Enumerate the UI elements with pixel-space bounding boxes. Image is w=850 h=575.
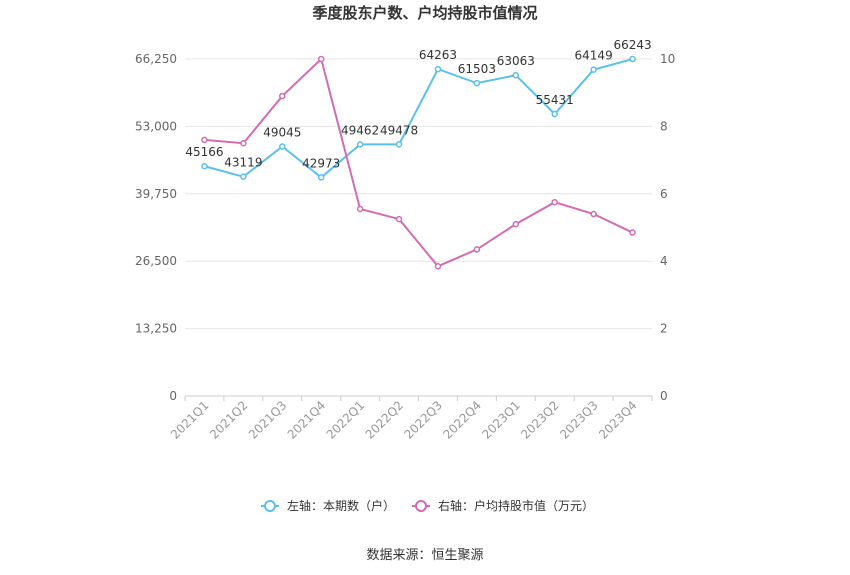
data-label: 43119 [224, 156, 262, 170]
x-tick-label: 2021Q1 [168, 398, 212, 442]
data-label: 64149 [575, 49, 613, 63]
data-point [356, 141, 364, 148]
data-point [434, 263, 442, 270]
x-tick-label: 2021Q3 [246, 398, 290, 442]
data-point [201, 162, 208, 170]
right-tick-label: 4 [660, 254, 668, 268]
x-tick-label: 2022Q2 [363, 398, 407, 442]
data-point [629, 55, 636, 63]
x-tick-label: 2023Q3 [557, 398, 601, 442]
left-tick-label: 0 [169, 389, 177, 403]
left-tick-label: 39,750 [135, 187, 177, 201]
data-point [512, 71, 520, 79]
data-point [201, 136, 208, 144]
data-label: 49045 [263, 126, 301, 140]
data-point [551, 110, 558, 118]
data-point [590, 66, 597, 73]
x-axis: 2021Q12021Q22021Q32021Q42022Q12022Q22022… [168, 396, 653, 442]
data-label: 64263 [419, 48, 457, 62]
right-tick-label: 0 [660, 389, 668, 403]
chart-title: 季度股东户数、户均持股市值情况 [312, 4, 537, 22]
x-tick-label: 2022Q1 [324, 398, 368, 442]
data-point [317, 55, 325, 63]
x-tick-label: 2021Q2 [207, 398, 251, 442]
data-point [551, 198, 558, 206]
right-axis: 0 2 4 6 8 10 [660, 52, 675, 403]
data-label: 49478 [380, 123, 418, 137]
right-tick-label: 10 [660, 52, 675, 66]
grid [185, 58, 652, 397]
data-point [279, 143, 286, 150]
x-tick-label: 2022Q3 [402, 398, 446, 442]
data-label: 49462 [341, 123, 379, 137]
data-point [434, 65, 442, 73]
data-label: 66243 [613, 38, 651, 52]
data-point [395, 141, 403, 148]
data-point [317, 174, 325, 181]
data-label: 63063 [497, 54, 535, 68]
x-tick-label: 2022Q4 [440, 398, 484, 442]
legend-swatch-marker [415, 500, 427, 512]
x-tick-label: 2023Q4 [596, 398, 640, 442]
x-tick-label: 2023Q2 [518, 398, 562, 442]
legend-entry-label: 左轴：本期数（户） [287, 498, 395, 513]
data-point [473, 79, 481, 87]
legend[interactable]: 左轴：本期数（户） 右轴：户均持股市值（万元） [261, 498, 594, 513]
x-tick-label: 2023Q1 [479, 398, 523, 442]
source-note: 数据来源：恒生聚源 [366, 548, 483, 563]
data-label: 45166 [185, 145, 223, 159]
x-tick-label: 2021Q4 [285, 398, 329, 442]
right-tick-label: 6 [660, 187, 668, 201]
legend-swatch-marker [264, 500, 276, 512]
data-point [395, 215, 403, 223]
data-point [590, 210, 597, 218]
data-point [240, 140, 247, 147]
left-tick-label: 13,250 [135, 322, 177, 336]
data-point [629, 229, 636, 236]
series-line-1 [204, 58, 633, 179]
left-tick-label: 26,500 [135, 254, 177, 268]
data-point [279, 92, 286, 100]
data-label: 61503 [458, 62, 496, 76]
left-tick-label: 53,000 [135, 119, 177, 133]
data-label: 42973 [302, 156, 340, 170]
left-axis: 0 13,250 26,500 39,750 53,000 66,250 [135, 52, 177, 403]
data-point [356, 205, 364, 213]
data-label: 55431 [536, 93, 574, 107]
data-point [240, 173, 247, 180]
right-tick-label: 2 [660, 322, 668, 336]
data-point [473, 246, 481, 253]
series-line-2 [204, 57, 633, 268]
data-point [512, 220, 520, 228]
right-tick-label: 8 [660, 119, 668, 133]
legend-entry-label: 右轴：户均持股市值（万元） [438, 498, 594, 513]
left-tick-label: 66,250 [135, 52, 177, 66]
